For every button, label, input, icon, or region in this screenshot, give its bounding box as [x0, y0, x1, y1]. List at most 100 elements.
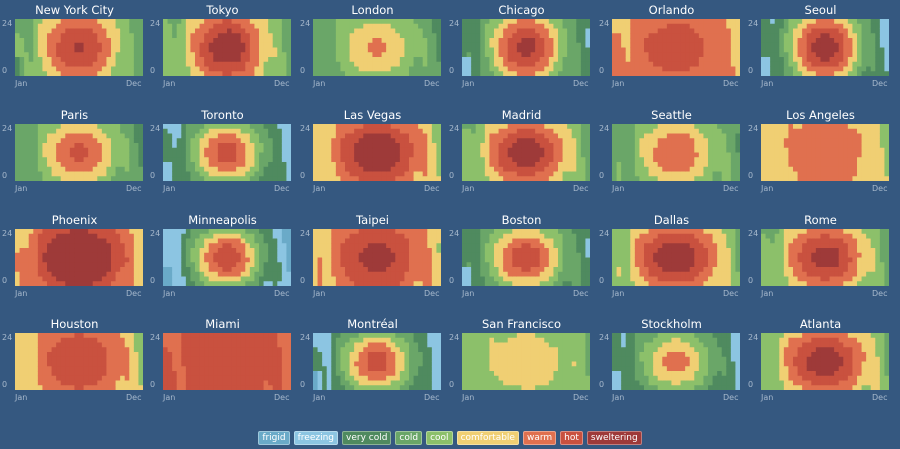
heatmap-cell [83, 157, 89, 163]
heatmap-cell [770, 143, 776, 149]
heatmap-cell [69, 267, 75, 273]
heatmap-cell [88, 38, 94, 44]
heatmap-cell [326, 138, 332, 144]
heatmap-cell [544, 147, 550, 153]
heatmap-cell [770, 33, 776, 39]
heatmap-cell [779, 128, 785, 134]
heatmap-cell [176, 19, 182, 25]
heatmap-cell [254, 47, 260, 53]
heatmap-cell [42, 248, 48, 254]
heatmap-cell [106, 243, 112, 249]
heatmap-cell [436, 133, 441, 139]
heatmap-cell [399, 66, 405, 72]
heatmap-cell [37, 23, 43, 29]
heatmap-cell [516, 66, 522, 72]
heatmap-cell [37, 124, 43, 130]
heatmap-cell [208, 23, 214, 29]
heatmap-cell [245, 281, 251, 286]
heatmap-cell [345, 233, 350, 239]
heatmap-cell [363, 19, 369, 25]
heatmap-cell [489, 38, 495, 44]
heatmap-cell [240, 162, 246, 168]
heatmap-cell [676, 23, 681, 29]
heatmap-cell [866, 133, 872, 139]
heatmap-cell [418, 47, 424, 53]
heatmap-cell [703, 162, 709, 168]
heatmap-cell [69, 38, 75, 44]
heatmap-cell [227, 38, 232, 44]
heatmap-cell [204, 128, 210, 134]
heatmap-cell [322, 281, 328, 286]
heatmap-cell [120, 281, 126, 286]
heatmap-cell [431, 128, 437, 134]
heatmap-cell [879, 176, 885, 181]
heatmap-cell [120, 248, 126, 254]
heatmap-cell [60, 271, 66, 277]
heatmap-cell [213, 271, 219, 277]
heatmap-cell [726, 152, 732, 158]
heatmap-cell [190, 33, 196, 39]
heatmap-cell [69, 157, 75, 163]
heatmap-cell [42, 42, 48, 48]
heatmap-cell [190, 229, 196, 235]
heatmap-cell [471, 42, 477, 48]
heatmap-cell [512, 61, 518, 67]
heatmap-cell [326, 33, 332, 39]
heatmap-cell [268, 23, 274, 29]
heatmap-cell [475, 176, 481, 181]
heatmap-cell [317, 133, 323, 139]
heatmap-cell [625, 28, 631, 34]
heatmap-cell [530, 28, 536, 34]
heatmap-cell [857, 138, 862, 144]
heatmap-cell [349, 248, 355, 254]
heatmap-cell [47, 267, 52, 273]
heatmap-cell [176, 281, 182, 286]
heatmap-cell [254, 171, 260, 177]
heatmap-cell [721, 133, 727, 139]
heatmap-cell [185, 276, 191, 282]
heatmap-cell [367, 233, 373, 239]
heatmap-cell [272, 262, 278, 268]
heatmap-cell [484, 33, 490, 39]
heatmap-cell [870, 133, 876, 139]
heatmap-cell [662, 166, 668, 172]
heatmap-cell [413, 52, 419, 58]
heatmap-cell [268, 166, 274, 172]
heatmap-cell [167, 152, 173, 158]
heatmap-cell [254, 152, 260, 158]
heatmap-cell [313, 128, 318, 134]
heatmap-cell [377, 271, 382, 277]
heatmap-cell [480, 147, 486, 153]
panel-title: Los Angeles [786, 108, 855, 122]
heatmap-cell [811, 162, 817, 168]
heatmap-cell [281, 257, 287, 263]
heatmap-cell [358, 262, 364, 268]
heatmap-cell [133, 248, 139, 254]
heatmap-cell [367, 124, 373, 130]
heatmap-cell [358, 38, 364, 44]
heatmap-cell [286, 252, 291, 258]
heatmap-cell [317, 66, 323, 72]
heatmap-cell [69, 128, 75, 134]
x-tick-label: Jan [612, 184, 625, 193]
heatmap-cell [847, 28, 853, 34]
heatmap-cell [354, 243, 360, 249]
heatmap-cell [79, 276, 84, 282]
heatmap-cell [101, 152, 107, 158]
heatmap-cell [33, 166, 39, 172]
heatmap-cell [83, 162, 89, 168]
heatmap-cell [634, 133, 640, 139]
heatmap-cell [69, 133, 75, 139]
heatmap-cell [363, 166, 369, 172]
heatmap-cell [861, 23, 867, 29]
heatmap-cell [204, 166, 210, 172]
heatmap-cell [418, 42, 424, 48]
heatmap-cell [97, 166, 103, 172]
heatmap-cell [42, 52, 48, 58]
heatmap-cell [51, 238, 57, 244]
heatmap-cell [671, 147, 677, 153]
heatmap-cell [634, 162, 640, 168]
heatmap-cell [726, 38, 732, 44]
heatmap-cell [115, 128, 121, 134]
heatmap-cell [516, 61, 522, 67]
